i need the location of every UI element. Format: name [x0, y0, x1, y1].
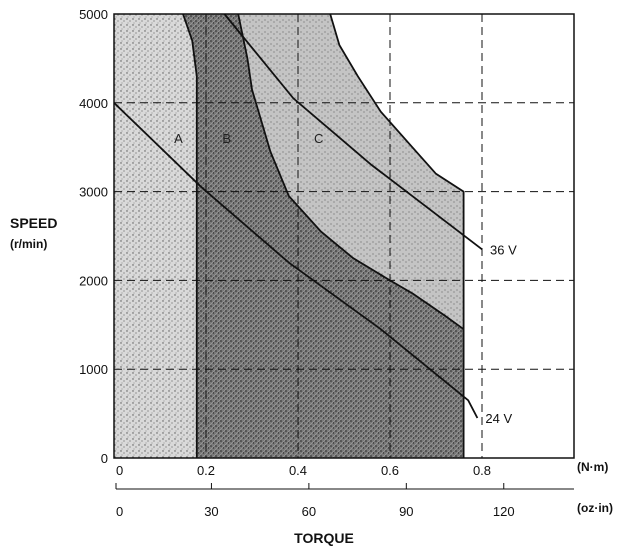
region-c [238, 14, 464, 330]
y-tick-label: 0 [101, 451, 108, 466]
x-tick-label-ozin: 120 [493, 504, 515, 519]
x-tick-label-nm: 0.8 [473, 463, 491, 478]
y-axis-title: SPEED [10, 215, 57, 231]
y-tick-label: 5000 [79, 7, 108, 22]
y-tick-label: 4000 [79, 96, 108, 111]
series-line [113, 102, 479, 419]
x-tick-label-ozin: 90 [399, 504, 413, 519]
y-tick-label: 2000 [79, 273, 108, 288]
series-line [223, 13, 483, 251]
region-label: A [174, 131, 183, 146]
x-axis-unit-nm: (N·m) [577, 460, 608, 474]
region-boundary [182, 13, 198, 458]
region-boundary [237, 13, 465, 330]
x-axis-title: TORQUE [294, 530, 354, 546]
x-tick-label-nm: 0.4 [289, 463, 307, 478]
series-label: 36 V [490, 242, 517, 257]
x-tick-label-nm: 0.2 [197, 463, 215, 478]
y-axis-unit: (r/min) [10, 237, 47, 251]
region-label: C [314, 131, 323, 146]
x-tick-label-ozin: 30 [204, 504, 218, 519]
region-boundary [329, 13, 465, 458]
x-tick-label-nm: 0 [116, 463, 123, 478]
region-b [183, 14, 464, 458]
y-tick-label: 1000 [79, 362, 108, 377]
x-tick-label-ozin: 60 [302, 504, 316, 519]
series-label: 24 V [485, 411, 512, 426]
plot-frame [113, 13, 575, 459]
x-axis-unit-ozin: (oz·in) [577, 501, 613, 515]
region-label: B [222, 131, 231, 146]
x-tick-label-ozin: 0 [116, 504, 123, 519]
region-a [114, 14, 197, 458]
y-tick-label: 3000 [79, 185, 108, 200]
x-tick-label-nm: 0.6 [381, 463, 399, 478]
